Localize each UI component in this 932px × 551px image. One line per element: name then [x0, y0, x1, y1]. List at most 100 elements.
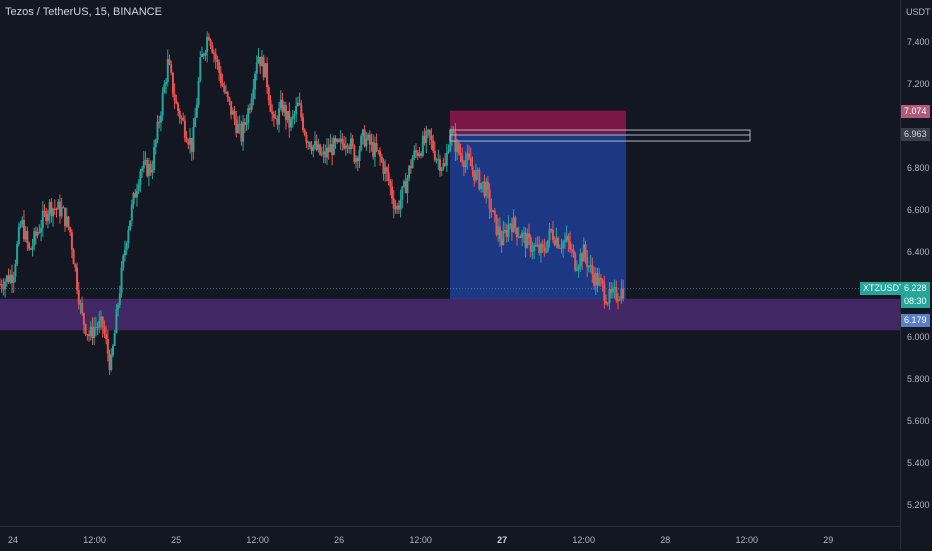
candle-body	[5, 275, 8, 282]
candle-body	[93, 327, 96, 338]
candle-body	[601, 279, 604, 285]
candle-body	[565, 235, 568, 241]
candle-body	[548, 229, 551, 241]
candle-body	[101, 316, 104, 328]
price-axis[interactable]: 7.400 7.200 6.800 6.600 6.400 6.000 5.800 5.600…	[900, 0, 932, 550]
candle-body	[290, 119, 293, 128]
candle-body	[356, 158, 359, 162]
candle-body	[471, 166, 474, 171]
candle-body	[284, 105, 287, 120]
candle-body	[534, 245, 537, 247]
candle-body	[586, 257, 589, 268]
candle-body	[141, 168, 144, 172]
candle-body	[291, 115, 294, 120]
candle-body	[454, 132, 457, 152]
candle-body	[76, 267, 79, 290]
candle-body	[129, 220, 132, 231]
candle-body	[108, 353, 111, 370]
candle-body	[146, 159, 149, 177]
candle-body	[421, 135, 424, 156]
candle-body	[533, 245, 536, 251]
candle-body	[527, 233, 530, 238]
candle-body	[375, 143, 378, 151]
candle-body	[433, 150, 436, 160]
candle-body	[478, 169, 481, 190]
candle-body	[240, 123, 243, 142]
candle-body	[490, 208, 493, 212]
candle-body	[320, 153, 323, 155]
candle-body	[36, 232, 39, 236]
candle-body	[351, 138, 354, 146]
candle-body	[58, 201, 61, 217]
candle-body	[159, 115, 162, 123]
candle-body	[197, 80, 200, 105]
candle-body	[606, 303, 609, 305]
candle-body	[0, 284, 3, 288]
candle-body	[228, 97, 231, 102]
candle-body	[575, 269, 578, 271]
candle-body	[308, 141, 311, 148]
candle-body	[16, 243, 19, 265]
candle-body	[52, 208, 55, 217]
candle-body	[502, 231, 505, 246]
candle-body	[324, 151, 327, 158]
candle-body	[190, 137, 193, 152]
candle-body	[135, 191, 138, 198]
candle-body	[577, 266, 580, 270]
currency-label[interactable]: USDT	[906, 7, 931, 17]
candle-body	[408, 165, 411, 178]
candle-body	[605, 301, 608, 304]
current-price-badge: 6.228	[901, 281, 930, 295]
price-chart[interactable]	[0, 0, 900, 526]
candle-body	[339, 138, 342, 142]
candle-body	[572, 249, 575, 253]
candle-body	[281, 99, 284, 113]
candle-body	[389, 180, 392, 187]
candle-body	[127, 230, 130, 244]
candle-body	[495, 214, 498, 235]
candle-body	[216, 59, 219, 63]
candle-body	[296, 102, 299, 107]
candle-body	[173, 93, 176, 101]
candle-body	[399, 199, 402, 210]
candle-body	[165, 82, 168, 85]
candle-body	[384, 167, 387, 174]
candle-body	[182, 117, 185, 121]
candle-body	[579, 253, 582, 267]
candle-body	[105, 333, 108, 340]
candle-body	[283, 105, 286, 113]
candle-body	[0, 284, 1, 286]
time-tick-label: 12:00	[409, 535, 432, 545]
candle-body	[279, 99, 282, 109]
candle-body	[428, 129, 431, 136]
candle-body	[175, 100, 178, 104]
candle-body	[60, 207, 63, 217]
candle-body	[620, 288, 623, 300]
candle-body	[370, 141, 373, 145]
candle-body	[387, 172, 390, 181]
candle-body	[615, 287, 618, 301]
candle-body	[50, 201, 53, 217]
candle-body	[483, 181, 486, 197]
time-axis[interactable]: 24 12:00 25 12:00 26 12:00 27 12:00 28 12:00 29	[0, 526, 900, 551]
price-tick-label: 6.000	[907, 331, 930, 342]
time-tick-label: 24	[8, 535, 19, 545]
candle-body	[266, 63, 269, 88]
candle-body	[19, 224, 22, 227]
candle-body	[406, 177, 409, 194]
candle-body	[302, 117, 305, 130]
candle-body	[14, 264, 17, 277]
candle-body	[596, 272, 599, 286]
candle-body	[238, 123, 241, 125]
candle-body	[365, 138, 368, 147]
candle-body	[382, 161, 385, 174]
time-tick-label: 28	[660, 535, 671, 545]
candle-body	[230, 101, 233, 115]
candle-body	[524, 232, 527, 249]
candle-body	[262, 56, 265, 78]
candle-body	[147, 164, 150, 177]
time-tick-label: 29	[823, 535, 834, 545]
candle-body	[468, 153, 471, 158]
candle-body	[444, 163, 447, 166]
candle-body	[57, 201, 60, 210]
